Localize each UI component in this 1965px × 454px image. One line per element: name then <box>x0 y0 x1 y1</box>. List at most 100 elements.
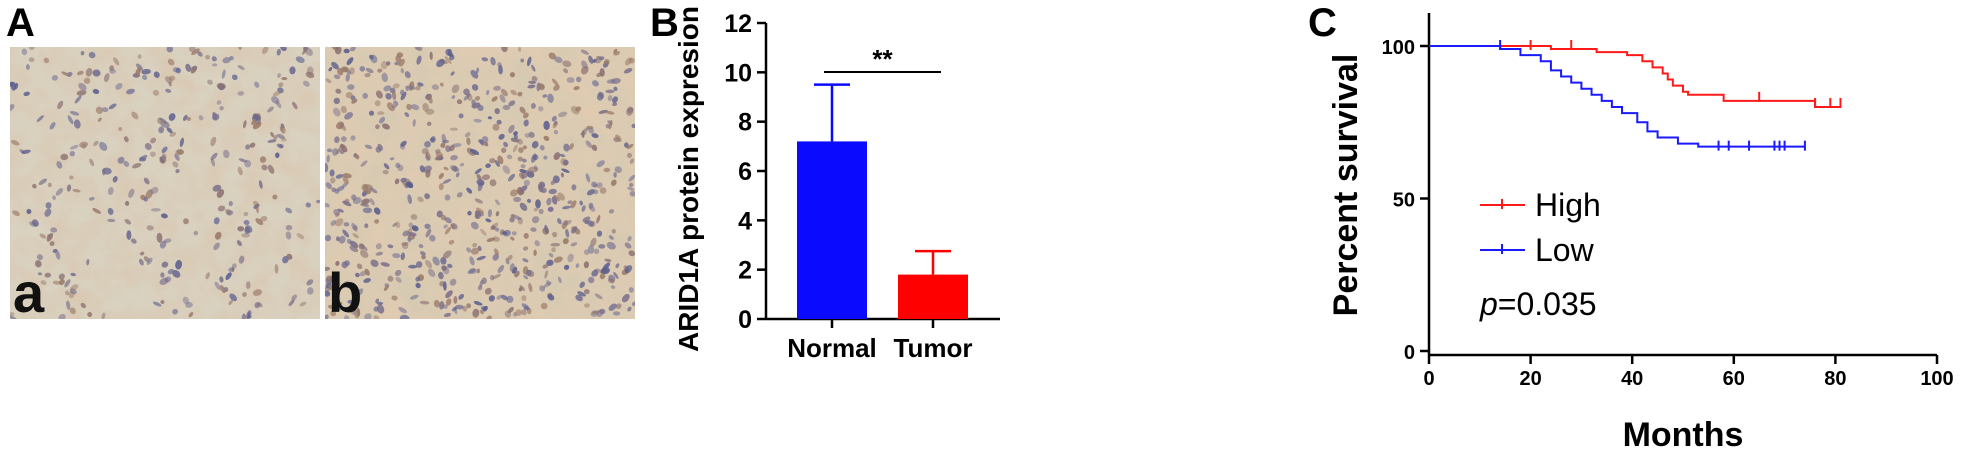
nucleus <box>550 179 556 185</box>
nucleus <box>486 315 492 319</box>
nucleus <box>492 123 500 131</box>
nucleus <box>336 148 341 155</box>
nucleus <box>389 87 396 94</box>
y-tick-label: 8 <box>738 109 752 137</box>
nucleus <box>276 143 284 149</box>
nucleus <box>502 165 511 174</box>
nucleus <box>563 220 572 226</box>
nucleus <box>166 127 173 134</box>
nucleus <box>487 116 492 120</box>
nucleus <box>443 281 447 291</box>
nucleus <box>575 263 580 268</box>
nucleus <box>523 119 529 127</box>
nucleus <box>596 214 601 224</box>
nucleus <box>425 228 432 238</box>
nucleus <box>347 84 355 90</box>
nucleus <box>557 192 565 201</box>
nucleus <box>553 84 560 91</box>
nucleus <box>425 108 435 115</box>
nucleus <box>401 242 409 250</box>
nucleus <box>471 102 481 109</box>
nucleus <box>490 274 495 281</box>
nucleus <box>439 301 445 310</box>
nucleus <box>44 272 52 278</box>
nucleus <box>335 260 340 266</box>
nucleus <box>139 251 145 256</box>
nucleus <box>138 154 148 162</box>
nucleus <box>360 160 368 167</box>
nucleus <box>527 84 536 89</box>
nucleus <box>101 312 106 319</box>
nucleus <box>627 186 635 191</box>
nucleus <box>451 223 456 229</box>
nucleus <box>542 264 549 269</box>
nucleus <box>351 98 358 104</box>
nucleus <box>146 257 153 265</box>
nucleus <box>349 240 359 249</box>
nucleus <box>295 56 305 63</box>
nucleus <box>25 64 30 70</box>
nucleus <box>485 218 492 223</box>
nucleus <box>222 57 231 64</box>
nucleus <box>132 162 142 169</box>
nucleus <box>219 106 224 111</box>
nucleus <box>593 248 600 255</box>
nucleus <box>245 225 253 233</box>
nucleus <box>594 293 603 300</box>
nucleus <box>249 142 256 148</box>
nucleus <box>272 194 278 200</box>
nucleus <box>43 57 50 64</box>
nucleus <box>401 241 409 246</box>
legend-label-high: High <box>1535 187 1601 223</box>
nucleus <box>161 261 169 268</box>
nucleus <box>329 169 335 177</box>
nucleus <box>449 54 455 61</box>
significance-stars: ** <box>872 44 893 74</box>
nucleus <box>45 202 52 209</box>
nucleus <box>502 104 511 111</box>
nucleus <box>615 263 620 269</box>
nucleus <box>552 231 558 238</box>
nucleus <box>421 254 426 260</box>
nucleus <box>501 47 508 53</box>
nucleus <box>252 289 263 296</box>
nucleus <box>375 146 382 153</box>
nucleus <box>330 310 337 317</box>
nucleus <box>530 103 536 109</box>
nucleus <box>273 135 278 140</box>
nucleus <box>611 228 616 234</box>
nucleus <box>575 294 583 302</box>
nucleus <box>489 179 497 187</box>
nucleus <box>123 160 130 167</box>
nucleus <box>383 163 390 170</box>
nucleus <box>533 249 537 256</box>
nucleus <box>604 258 612 262</box>
nucleus <box>156 232 163 243</box>
nucleus <box>631 123 635 129</box>
nucleus <box>493 248 500 256</box>
nucleus <box>335 218 344 227</box>
nucleus <box>108 103 117 110</box>
nucleus <box>220 285 226 294</box>
nucleus <box>228 201 233 207</box>
x-tick-label: 80 <box>1824 368 1846 390</box>
nucleus <box>179 137 185 147</box>
nucleus <box>172 270 181 278</box>
nucleus <box>340 105 347 114</box>
bar-normal <box>797 141 867 319</box>
nucleus <box>305 71 315 79</box>
nucleus <box>337 208 344 213</box>
nucleus <box>543 120 550 131</box>
nucleus <box>548 52 557 60</box>
nucleus <box>570 200 577 209</box>
nucleus <box>466 137 471 146</box>
nucleus <box>92 88 100 95</box>
nucleus <box>28 57 35 63</box>
nucleus <box>587 220 594 226</box>
nucleus <box>522 145 527 150</box>
nucleus <box>519 285 526 292</box>
survival-curve-low <box>1429 45 1805 148</box>
nucleus <box>394 269 402 277</box>
nucleus <box>607 95 613 102</box>
nucleus <box>326 154 330 163</box>
